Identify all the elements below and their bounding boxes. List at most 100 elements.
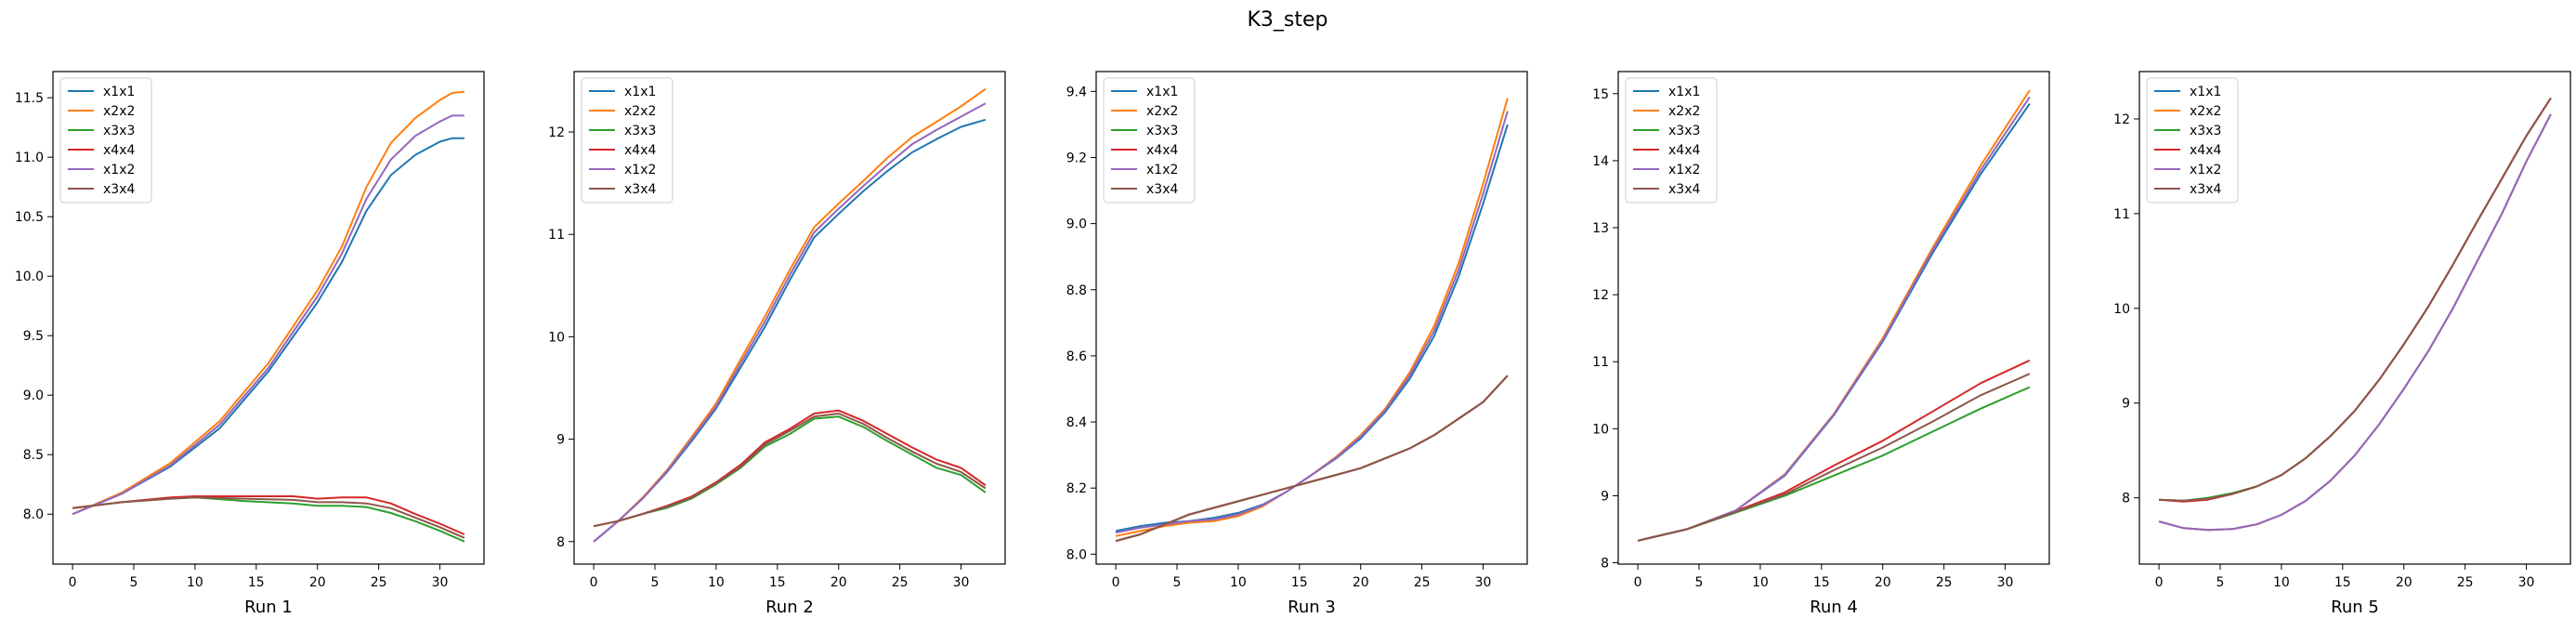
y-tick-label: 9 (1601, 489, 1609, 504)
x-tick-label: 0 (1112, 575, 1120, 590)
subplot-2: 0 5 10 15 20 25 30 8 9 10 11 12 Run 2 x1x1 x2x2 x3x3 x4x… (548, 71, 1006, 617)
x-tick-label: 5 (130, 575, 138, 590)
y-tick-label: 14 (1592, 154, 1609, 169)
x-tick-label: 10 (1230, 575, 1247, 590)
y-tick-label: 8.2 (1066, 481, 1087, 496)
x-tick-label: 5 (651, 575, 660, 590)
series-lines (1637, 89, 2031, 542)
legend-label: x3x3 (103, 124, 135, 138)
figure-title: K3_step (1247, 8, 1327, 32)
x-tick-label: 30 (2518, 575, 2535, 590)
x-tick-label: 5 (2216, 575, 2225, 590)
series-line-x1x2 (593, 102, 987, 543)
legend-label: x1x1 (624, 85, 656, 99)
legend-label: x4x4 (1146, 143, 1178, 158)
y-tick-label: 8.5 (23, 448, 44, 463)
axes-frame (1095, 71, 1528, 565)
x-axis-label: Run 1 (244, 598, 293, 617)
x-tick-label: 20 (1353, 575, 1369, 590)
y-tick-label: 11 (2113, 207, 2130, 222)
legend: x1x1 x2x2 x3x3 x4x4 x1x2 x3x4 (2146, 77, 2239, 204)
legend: x1x1 x2x2 x3x3 x4x4 x1x2 x3x4 (59, 77, 152, 204)
x-tick-label: 20 (2396, 575, 2413, 590)
series-lines (72, 90, 465, 543)
y-tick-label: 11 (548, 228, 565, 243)
series-line-x1x1 (72, 137, 464, 516)
legend: x1x1 x2x2 x3x3 x4x4 x1x2 x3x4 (581, 77, 673, 204)
x-axis-label: Run 3 (1288, 598, 1336, 617)
series-line-x3x4 (72, 496, 465, 539)
legend-label: x2x2 (1146, 104, 1178, 119)
legend-label: x4x4 (103, 143, 135, 158)
x-tick-label: 5 (1173, 575, 1182, 590)
y-tick-label: 11.0 (15, 151, 44, 165)
y-tick-label: 13 (1592, 221, 1609, 236)
series-line-x1x2 (2158, 113, 2552, 532)
legend-label: x3x4 (1146, 182, 1178, 197)
x-tick-label: 15 (1813, 575, 1830, 590)
y-tick-label: 9.0 (23, 388, 44, 403)
y-tick-label: 10.5 (15, 210, 44, 225)
x-tick-label: 30 (432, 575, 449, 590)
y-tick-label: 10 (548, 330, 565, 345)
legend-label: x3x3 (624, 124, 656, 138)
series-line-x3x4 (1115, 375, 1509, 543)
y-tick-label: 8 (1601, 557, 1609, 572)
series-line-x1x2 (1115, 111, 1509, 534)
x-tick-label: 25 (1414, 575, 1431, 590)
series-line-x1x2 (72, 114, 464, 516)
y-tick-label: 9.2 (1066, 151, 1087, 165)
legend-label: x1x2 (1668, 163, 1700, 178)
y-tick-label: 9.4 (1066, 85, 1087, 99)
series-line-x3x3 (72, 496, 465, 543)
y-tick-label: 10 (1592, 422, 1609, 437)
legend-label: x4x4 (624, 143, 656, 158)
x-axis-label: Run 5 (2331, 598, 2379, 617)
x-tick-label: 0 (69, 575, 77, 590)
legend-box (1625, 77, 1718, 204)
x-tick-label: 0 (1634, 575, 1642, 590)
x-tick-label: 20 (830, 575, 847, 590)
subplot-5: 0 5 10 15 20 25 30 8 9 10 11 12 Run 5 x1x1 x2x2 x3x3 x4x… (2113, 71, 2571, 617)
x-tick-label: 20 (1875, 575, 1891, 590)
x-tick-label: 15 (1291, 575, 1308, 590)
legend-label: x1x1 (2190, 85, 2221, 99)
series-line-x2x2 (72, 90, 464, 516)
x-tick-label: 30 (953, 575, 970, 590)
legend-label: x3x3 (2190, 124, 2221, 138)
series-line-x4x4 (1637, 359, 2031, 542)
legend-label: x2x2 (624, 104, 656, 119)
x-tick-label: 15 (248, 575, 265, 590)
legend-label: x3x4 (624, 182, 656, 197)
legend-label: x3x4 (1668, 182, 1700, 197)
y-tick-label: 9 (556, 433, 565, 448)
x-tick-label: 30 (1475, 575, 1492, 590)
legend: x1x1 x2x2 x3x3 x4x4 x1x2 x3x4 (1625, 77, 1718, 204)
legend-label: x3x3 (1668, 124, 1700, 138)
x-tick-label: 10 (708, 575, 725, 590)
series-line-x3x3 (1637, 386, 2031, 542)
y-tick-label: 8.0 (1066, 547, 1087, 562)
axes-frame (1617, 71, 2050, 565)
x-tick-label: 15 (769, 575, 786, 590)
x-tick-label: 25 (892, 575, 909, 590)
y-tick-label: 15 (1592, 87, 1609, 102)
y-tick-label: 11.5 (15, 91, 44, 106)
legend-label: x3x3 (1146, 124, 1178, 138)
legend-label: x1x2 (1146, 163, 1178, 178)
series-line-x4x4 (593, 409, 987, 528)
y-tick-label: 8 (2122, 492, 2130, 506)
y-tick-label: 10.0 (15, 270, 44, 284)
subplot-1: 0 5 10 15 20 25 30 8.0 8.5 9.0 9.5 10.0 10.5 11.0 11.5… (15, 71, 485, 617)
series-lines (1115, 98, 1509, 543)
x-tick-label: 25 (371, 575, 387, 590)
legend-box (59, 77, 152, 204)
series-line-x3x4 (2159, 97, 2552, 502)
legend-label: x4x4 (1668, 143, 1700, 158)
legend-box (2146, 77, 2239, 204)
x-tick-label: 0 (2155, 575, 2164, 590)
legend-label: x1x2 (103, 163, 135, 178)
y-tick-label: 12 (1592, 288, 1609, 303)
series-line-x3x3 (1115, 375, 1509, 543)
y-tick-label: 9.0 (1066, 217, 1087, 232)
